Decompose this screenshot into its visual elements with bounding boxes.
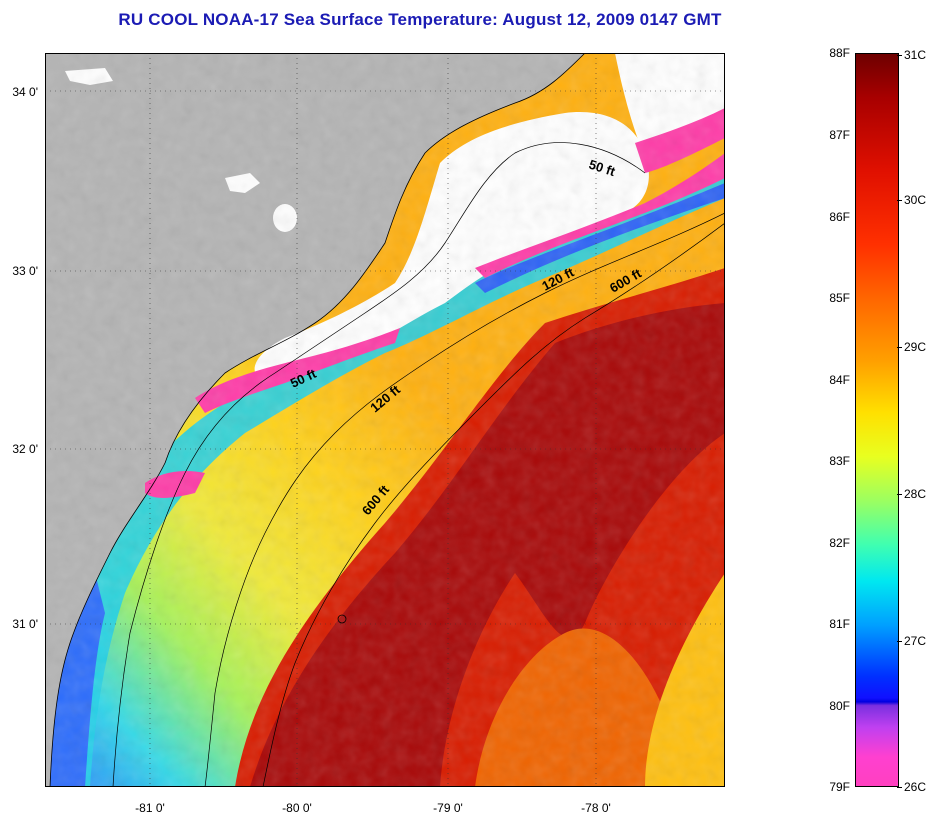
temperature-colorbar [855,53,899,787]
isobath-120ft [204,212,725,787]
colorbar-f-label: 86F [829,210,850,224]
colorbar-f-label: 80F [829,699,850,713]
lat-label: 33 0' [12,264,38,278]
colorbar-c-label: 27C [896,634,927,648]
graticule [45,53,725,787]
lat-label: 34 0' [12,85,38,99]
colorbar-c-label: 26C [896,780,927,794]
colorbar-c-label: 29C [896,340,927,354]
colorbar-f-label: 85F [829,291,850,305]
colorbar-f-label: 88F [829,46,850,60]
colorbar-f-label: 87F [829,128,850,142]
colorbar-c-label: 31C [896,48,927,62]
colorbar-f-label: 81F [829,617,850,631]
colorbar-c-label: 28C [896,487,927,501]
isobath-50ft [112,142,646,787]
colorbar-f-label: 79F [829,780,850,794]
lat-label: 32 0' [12,442,38,456]
lon-label: -79 0' [433,801,463,815]
colorbar-f-label: 82F [829,536,850,550]
lon-label: -78 0' [581,801,611,815]
lon-label: -81 0' [135,801,165,815]
map-frame [45,53,725,787]
isobath-600ft [262,222,725,787]
colorbar-f-label: 83F [829,454,850,468]
colorbar-f-label: 84F [829,373,850,387]
sst-map: 50 ft 120 ft 600 ft 50 ft 120 ft 600 ft [45,53,725,787]
coastline [49,53,586,787]
colorbar-c-label: 30C [896,193,927,207]
lat-label: 31 0' [12,617,38,631]
lon-label: -80 0' [282,801,312,815]
map-title: RU COOL NOAA-17 Sea Surface Temperature:… [118,10,722,29]
texture-overlay [45,53,725,787]
contour-feature [337,614,347,624]
